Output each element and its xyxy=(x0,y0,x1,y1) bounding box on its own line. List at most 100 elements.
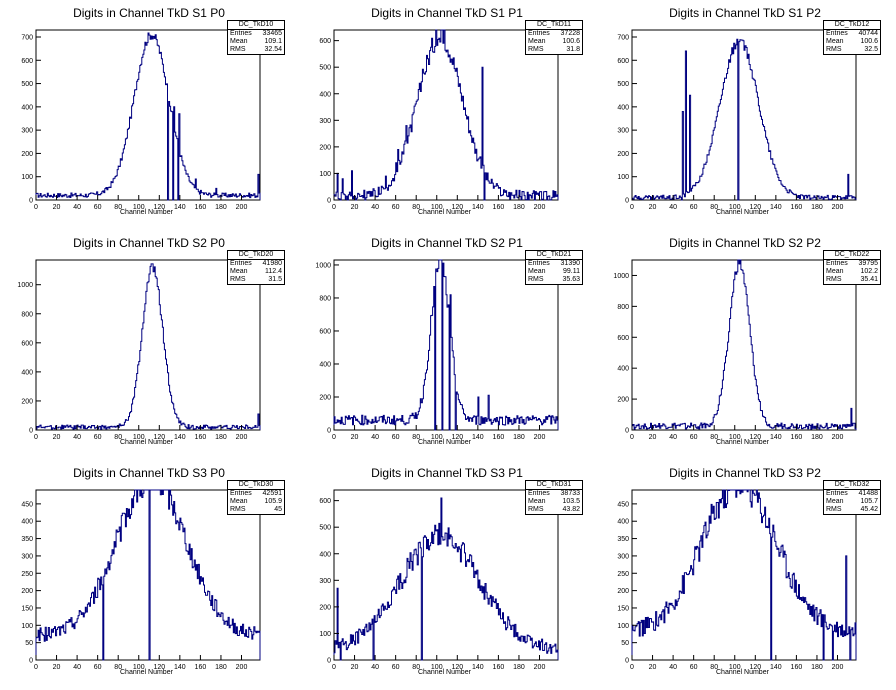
stats-label: Mean xyxy=(528,38,546,45)
x-tick-label: 60 xyxy=(94,434,102,441)
y-tick-label: 400 xyxy=(319,551,331,558)
y-tick-label: 0 xyxy=(327,428,331,435)
stats-label: RMS xyxy=(230,506,246,513)
x-tick-label: 140 xyxy=(174,204,186,211)
histogram-series-line xyxy=(35,489,261,661)
x-tick-label: 120 xyxy=(153,664,165,671)
x-tick-label: 60 xyxy=(690,664,698,671)
stats-value: 41980 xyxy=(262,260,282,267)
x-tick-label: 40 xyxy=(371,204,379,211)
stats-value: 100.6 xyxy=(860,38,878,45)
x-tick-label: 200 xyxy=(534,204,546,211)
stats-value: 103.5 xyxy=(562,498,580,505)
x-tick-label: 80 xyxy=(710,664,718,671)
stats-label: Entries xyxy=(528,30,550,37)
y-tick-label: 300 xyxy=(319,578,331,585)
chart-title: Digits in Channel TkD S3 P0 xyxy=(73,466,225,480)
chart-title: Digits in Channel TkD S2 P1 xyxy=(371,236,523,250)
stats-label: RMS xyxy=(528,46,544,53)
x-tick-label: 80 xyxy=(412,664,420,671)
x-tick-label: 80 xyxy=(114,204,122,211)
x-tick-label: 0 xyxy=(34,204,38,211)
y-tick-label: 0 xyxy=(29,658,33,665)
stats-value: 40744 xyxy=(858,30,878,37)
x-tick-label: 180 xyxy=(513,434,525,441)
y-tick-label: 600 xyxy=(319,498,331,505)
y-tick-label: 800 xyxy=(617,304,629,311)
stats-value: 99.11 xyxy=(563,268,580,275)
stats-box: DC_TkD21 Entries 31390 Mean 99.11 RMS 35.63 xyxy=(525,250,583,285)
stats-box-name: DC_TkD30 xyxy=(228,481,284,490)
histogram-plot: 0 20 40 60 80 100 120 140 160 180 200 0 200 400 600 800… xyxy=(17,259,261,441)
stats-row-mean: Mean 112.4 xyxy=(228,268,284,276)
y-tick-label: 150 xyxy=(617,605,629,612)
stats-label: Entries xyxy=(826,30,848,37)
x-tick-label: 60 xyxy=(392,204,400,211)
y-tick-label: 350 xyxy=(617,536,629,543)
stats-label: Mean xyxy=(826,268,844,275)
x-tick-label: 100 xyxy=(133,434,145,441)
y-tick-label: 350 xyxy=(21,536,33,543)
y-tick-label: 600 xyxy=(21,58,33,65)
y-tick-label: 100 xyxy=(617,623,629,630)
x-tick-label: 0 xyxy=(34,434,38,441)
x-axis-label: Channel Number xyxy=(120,209,173,216)
x-tick-label: 100 xyxy=(133,204,145,211)
x-tick-label: 100 xyxy=(729,664,741,671)
stats-label: Mean xyxy=(826,498,844,505)
x-tick-label: 20 xyxy=(53,434,61,441)
histogram-plot: 0 20 40 60 80 100 120 140 160 180 200 0 50 100 150 200 2… xyxy=(21,489,261,671)
stats-box: DC_TkD22 Entries 39795 Mean 102.2 RMS 35.41 xyxy=(823,250,881,285)
stats-row-mean: Mean 103.5 xyxy=(526,498,582,506)
y-tick-label: 1000 xyxy=(613,273,629,280)
plot-frame xyxy=(35,29,261,201)
y-tick-label: 600 xyxy=(319,38,331,45)
plot-frame xyxy=(333,489,559,661)
chart-title: Digits in Channel TkD S3 P2 xyxy=(669,466,821,480)
histogram-panel: Digits in Channel TkD S1 P1 0 20 40 60 80 100 1… xyxy=(298,0,596,230)
y-tick-label: 0 xyxy=(29,428,33,435)
x-tick-label: 200 xyxy=(236,204,248,211)
y-tick-label: 300 xyxy=(617,128,629,135)
stats-value: 37228 xyxy=(560,30,580,37)
stats-value: 31.8 xyxy=(566,46,580,53)
stats-value: 33465 xyxy=(262,30,282,37)
stats-box-name: DC_TkD10 xyxy=(228,21,284,30)
stats-label: Entries xyxy=(528,490,550,497)
x-tick-label: 180 xyxy=(811,664,823,671)
x-tick-label: 180 xyxy=(215,664,227,671)
stats-value: 32.5 xyxy=(864,46,878,53)
y-tick-label: 400 xyxy=(617,366,629,373)
y-tick-label: 400 xyxy=(617,104,629,111)
stats-row-entries: Entries 41488 xyxy=(824,490,880,498)
x-tick-label: 20 xyxy=(351,664,359,671)
y-tick-label: 200 xyxy=(319,144,331,151)
stats-value: 105.7 xyxy=(860,498,878,505)
x-tick-label: 0 xyxy=(34,664,38,671)
x-tick-label: 140 xyxy=(770,204,782,211)
x-tick-label: 120 xyxy=(451,434,463,441)
y-tick-label: 450 xyxy=(617,501,629,508)
y-tick-label: 200 xyxy=(21,398,33,405)
stats-row-rms: RMS 31.5 xyxy=(228,276,284,284)
x-tick-label: 200 xyxy=(832,434,844,441)
x-tick-label: 20 xyxy=(53,204,61,211)
x-tick-label: 160 xyxy=(493,434,505,441)
histogram-panel: Digits in Channel TkD S2 P2 0 20 40 60 80 100 1… xyxy=(596,230,894,460)
x-tick-label: 140 xyxy=(770,664,782,671)
x-tick-label: 180 xyxy=(513,664,525,671)
histogram-plot: 0 20 40 60 80 100 120 140 160 180 200 0 100 200 300 400… xyxy=(319,489,559,671)
y-tick-label: 200 xyxy=(319,394,331,401)
y-tick-label: 450 xyxy=(21,501,33,508)
x-tick-label: 20 xyxy=(351,204,359,211)
x-tick-label: 40 xyxy=(669,434,677,441)
x-axis-label: Channel Number xyxy=(120,669,173,676)
stats-box-name: DC_TkD21 xyxy=(526,251,582,260)
chart-title: Digits in Channel TkD S1 P2 xyxy=(669,6,821,20)
x-tick-label: 20 xyxy=(649,434,657,441)
x-tick-label: 0 xyxy=(332,434,336,441)
x-tick-label: 160 xyxy=(195,434,207,441)
stats-value: 42591 xyxy=(262,490,282,497)
x-tick-label: 0 xyxy=(332,664,336,671)
